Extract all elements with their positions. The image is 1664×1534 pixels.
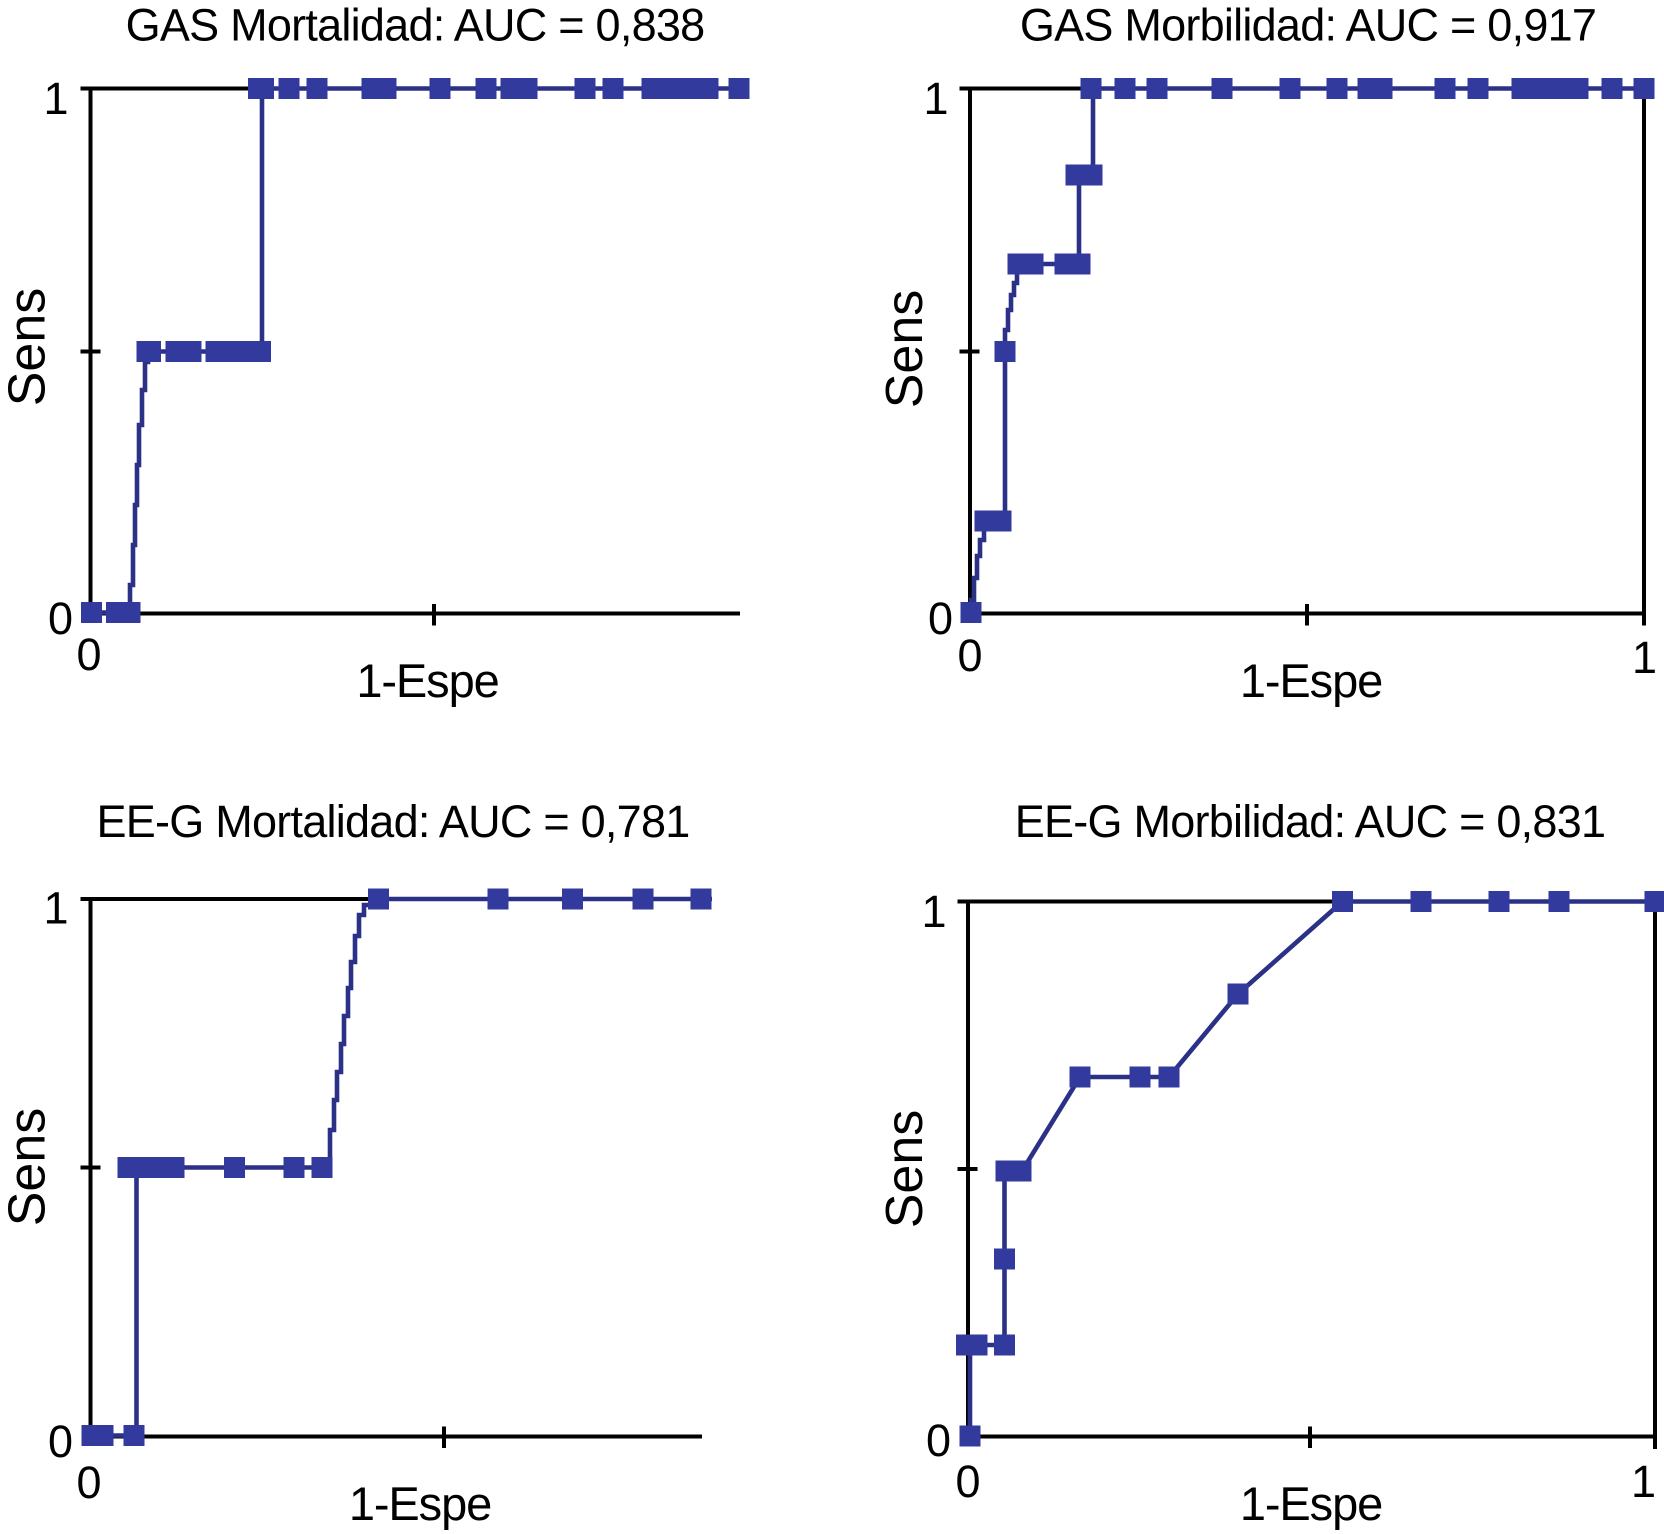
svg-text:0: 0 bbox=[926, 1415, 951, 1466]
svg-text:EE-G Morbilidad: AUC = 0,831: EE-G Morbilidad: AUC = 0,831 bbox=[1015, 796, 1606, 847]
svg-text:1: 1 bbox=[1631, 1456, 1656, 1507]
svg-text:0: 0 bbox=[48, 593, 73, 644]
svg-text:EE-G Mortalidad: AUC = 0,781: EE-G Mortalidad: AUC = 0,781 bbox=[96, 796, 689, 847]
svg-text:1-Espe: 1-Espe bbox=[356, 654, 498, 707]
svg-text:GAS Morbilidad: AUC = 0,917: GAS Morbilidad: AUC = 0,917 bbox=[1020, 0, 1596, 51]
svg-text:1: 1 bbox=[923, 73, 948, 124]
svg-text:1-Espe: 1-Espe bbox=[1240, 654, 1382, 707]
svg-text:1: 1 bbox=[1632, 632, 1657, 683]
svg-text:0: 0 bbox=[48, 1416, 73, 1467]
svg-text:Sens: Sens bbox=[876, 1110, 934, 1229]
svg-text:1-Espe: 1-Espe bbox=[1240, 1477, 1382, 1530]
svg-text:1-Espe: 1-Espe bbox=[349, 1477, 491, 1530]
svg-text:0: 0 bbox=[928, 593, 953, 644]
svg-text:1: 1 bbox=[43, 73, 68, 124]
svg-text:1: 1 bbox=[921, 886, 946, 937]
svg-text:GAS Mortalidad: AUC = 0,838: GAS Mortalidad: AUC = 0,838 bbox=[126, 0, 705, 51]
svg-text:0: 0 bbox=[76, 1457, 101, 1508]
svg-text:1: 1 bbox=[43, 883, 68, 934]
svg-text:Sens: Sens bbox=[0, 288, 57, 407]
svg-text:0: 0 bbox=[955, 1456, 980, 1507]
svg-text:0: 0 bbox=[76, 629, 101, 680]
svg-text:0: 0 bbox=[957, 630, 982, 681]
svg-text:Sens: Sens bbox=[876, 290, 934, 409]
svg-text:Sens: Sens bbox=[0, 1108, 57, 1227]
